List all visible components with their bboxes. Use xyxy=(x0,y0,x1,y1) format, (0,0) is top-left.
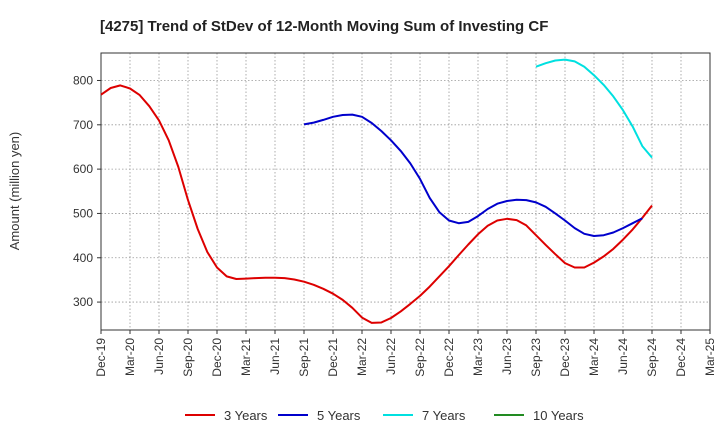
grid xyxy=(101,53,710,330)
y-tick-label: 700 xyxy=(73,118,93,132)
x-axis-ticks: Dec-19 Mar-20 Jun-20 Sep-20 Dec-20 Mar-21 Jun-… xyxy=(94,330,717,377)
x-tick-label: Dec-23 xyxy=(558,338,572,377)
x-tick-label: Dec-22 xyxy=(442,338,456,377)
x-tick-label: Dec-19 xyxy=(94,338,108,377)
x-tick-label: Jun-22 xyxy=(384,338,398,375)
x-tick-label: Jun-20 xyxy=(152,338,166,375)
y-tick-label: 500 xyxy=(73,206,93,220)
plot-area xyxy=(100,52,711,331)
chart-title: [4275] Trend of StDev of 12-Month Moving… xyxy=(100,18,548,35)
x-tick-label: Dec-24 xyxy=(674,338,688,377)
legend-label-3-years: 3 Years xyxy=(224,408,268,423)
x-tick-label: Sep-24 xyxy=(645,338,659,377)
series-line-3-years xyxy=(100,84,653,324)
x-tick-label: Dec-21 xyxy=(326,338,340,377)
series-line-5-years xyxy=(303,113,643,237)
y-tick-label: 300 xyxy=(73,295,93,309)
x-tick-label: Jun-21 xyxy=(268,338,282,375)
series-lines xyxy=(100,58,653,324)
legend: 3 Years 5 Years 7 Years 10 Years xyxy=(185,408,584,423)
y-tick-label: 800 xyxy=(73,73,93,87)
x-tick-label: Sep-21 xyxy=(297,338,311,377)
x-tick-label: Jun-23 xyxy=(500,338,514,375)
x-tick-label: Mar-20 xyxy=(123,338,137,376)
x-tick-label: Sep-23 xyxy=(529,338,543,377)
x-tick-label: Sep-22 xyxy=(413,338,427,377)
series-line-7-years xyxy=(535,58,653,159)
x-tick-label: Dec-20 xyxy=(210,338,224,377)
y-tick-label: 600 xyxy=(73,162,93,176)
y-axis-label: Amount (million yen) xyxy=(7,132,22,251)
x-tick-label: Mar-25 xyxy=(703,338,717,376)
y-tick-label: 400 xyxy=(73,251,93,265)
x-tick-label: Mar-24 xyxy=(587,338,601,376)
legend-label-7-years: 7 Years xyxy=(422,408,466,423)
x-tick-label: Jun-24 xyxy=(616,338,630,375)
x-tick-label: Mar-23 xyxy=(471,338,485,376)
x-tick-label: Mar-21 xyxy=(239,338,253,376)
x-tick-label: Sep-20 xyxy=(181,338,195,377)
x-tick-label: Mar-22 xyxy=(355,338,369,376)
legend-label-5-years: 5 Years xyxy=(317,408,361,423)
legend-label-10-years: 10 Years xyxy=(533,408,584,423)
y-axis-ticks: 300 400 500 600 700 800 xyxy=(73,73,101,309)
